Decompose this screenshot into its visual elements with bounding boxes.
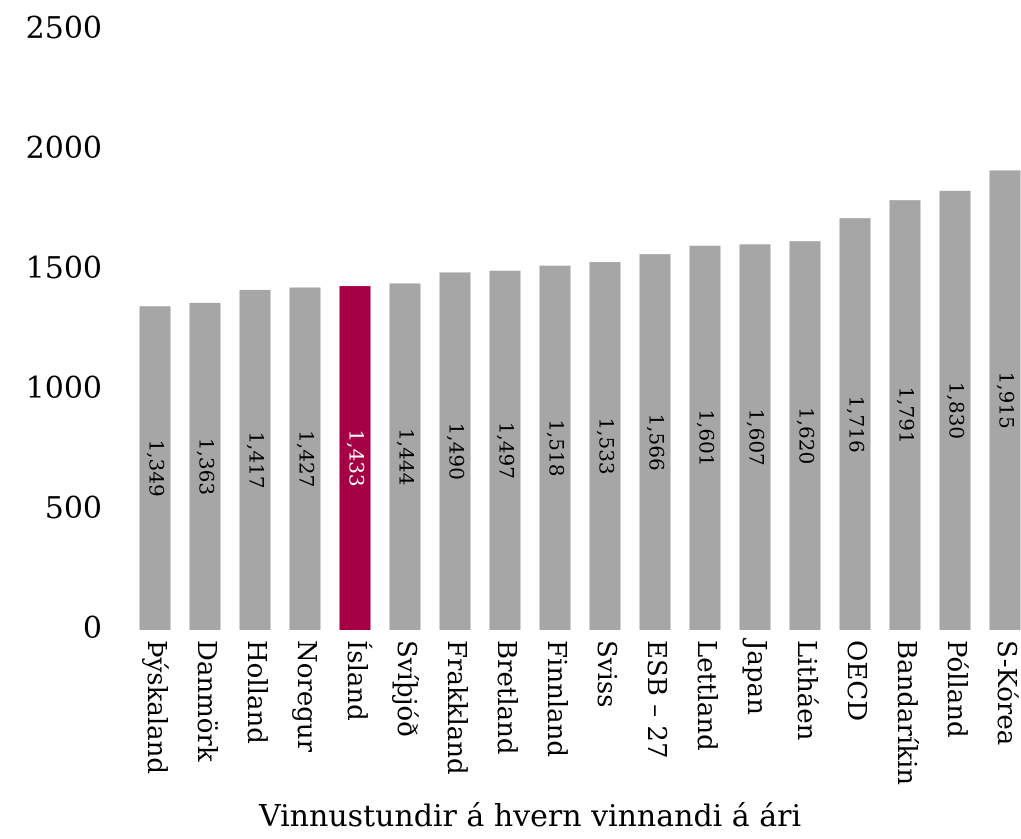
x-tick-label: Japan (741, 637, 771, 715)
x-tick-label: Bandaríkin (891, 640, 921, 785)
value-label: 1,444 (395, 428, 419, 485)
value-label: 1,433 (345, 429, 369, 486)
value-label: 1,363 (195, 438, 219, 495)
value-label: 1,490 (445, 423, 469, 480)
bar (839, 218, 871, 630)
value-label: 1,716 (845, 395, 869, 452)
y-tick-label: 2500 (26, 11, 102, 46)
value-label: 1,417 (245, 431, 269, 488)
x-tick-label: Bretland (491, 640, 521, 755)
value-label: 1,533 (595, 417, 619, 474)
bar (639, 254, 671, 630)
bar (739, 244, 771, 630)
bar (689, 245, 721, 630)
y-tick-label: 1000 (26, 371, 102, 406)
bar (539, 265, 571, 630)
bar (439, 272, 471, 630)
bar (189, 302, 221, 630)
x-axis-label: Vinnustundir á hvern vinnandi á ári (258, 799, 801, 834)
bar (939, 190, 971, 631)
x-tick-label: ESB – 27 (641, 640, 671, 759)
bar (339, 286, 371, 630)
value-label: 1,915 (995, 372, 1019, 429)
bar (239, 289, 271, 630)
value-label: 1,791 (895, 386, 919, 443)
value-label: 1,497 (495, 422, 519, 479)
x-tick-label: Litháen (791, 640, 821, 741)
bar (989, 170, 1021, 630)
x-tick-label: Pólland (941, 640, 971, 738)
bar (589, 262, 621, 630)
x-tick-label: Þýskaland (141, 640, 171, 774)
value-label: 1,518 (545, 419, 569, 476)
bar (789, 241, 821, 630)
x-tick-label: Svíþjóð (391, 640, 421, 737)
x-tick-label: Frakkland (441, 640, 471, 775)
value-label: 1,620 (795, 407, 819, 464)
value-label: 1,566 (645, 413, 669, 470)
bar (289, 287, 321, 630)
value-label: 1,349 (145, 439, 169, 496)
bar (139, 306, 171, 630)
y-tick-label: 0 (83, 611, 102, 646)
x-tick-label: Lettland (691, 640, 721, 751)
x-tick-label: Sviss (591, 640, 621, 708)
bar (389, 283, 421, 630)
x-tick-label: Noregur (291, 640, 321, 753)
x-tick-label: Ísland (341, 640, 373, 721)
x-tick-label: S-Kórea (991, 640, 1021, 745)
x-tick-label: OECD (841, 640, 871, 721)
x-tick-label: Finnland (541, 640, 571, 757)
value-label: 1,427 (295, 430, 319, 487)
value-label: 1,607 (745, 409, 769, 466)
y-tick-label: 500 (45, 491, 102, 526)
x-tick-label: Holland (241, 640, 271, 744)
value-label: 1,830 (945, 382, 969, 439)
bar (489, 270, 521, 630)
bar (889, 200, 921, 630)
y-tick-label: 1500 (26, 251, 102, 286)
y-tick-label: 2000 (26, 131, 102, 166)
x-tick-label: Danmörk (191, 640, 221, 762)
value-label: 1,601 (695, 409, 719, 466)
